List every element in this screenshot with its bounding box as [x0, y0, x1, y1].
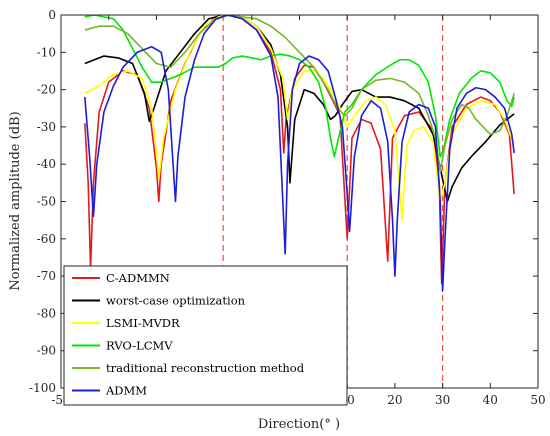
legend-label-5: ADMM	[105, 384, 147, 398]
x-tick-label: 30	[435, 393, 450, 407]
legend-label-4: traditional reconstruction method	[106, 361, 305, 375]
y-tick-label: -40	[37, 157, 56, 171]
legend-box	[63, 265, 348, 406]
legend-label-0: C-ADMMN	[106, 271, 170, 285]
y-tick-label: -20	[37, 83, 56, 97]
y-tick-label: -60	[37, 232, 56, 246]
y-tick-label: -50	[37, 195, 56, 209]
legend: C-ADMMN worst-case optimization LSMI-MVDR R…	[63, 265, 348, 406]
y-tick-label: -10	[37, 45, 56, 59]
x-tick-label: 20	[387, 393, 402, 407]
y-tick-label: -30	[37, 120, 56, 134]
x-tick-label: 50	[530, 393, 545, 407]
y-tick-label: -70	[37, 269, 56, 283]
series-lines	[84, 15, 515, 292]
y-tick-label: -100	[29, 381, 56, 395]
series-line-3	[84, 15, 515, 158]
series-line-4	[84, 15, 515, 173]
series-line-5	[84, 15, 515, 292]
y-tick-label: 0	[48, 8, 56, 22]
x-tick-label: 40	[483, 393, 498, 407]
y-tick-label: -80	[37, 306, 56, 320]
y-axis-label: Normalized amplitude (dB)	[8, 111, 23, 290]
y-tick-label: -90	[37, 344, 56, 358]
legend-label-2: LSMI-MVDR	[106, 316, 180, 330]
legend-label-3: RVO-LCMV	[106, 339, 173, 353]
legend-label-1: worst-case optimization	[106, 294, 246, 308]
x-axis-label: Direction(° )	[258, 417, 340, 432]
